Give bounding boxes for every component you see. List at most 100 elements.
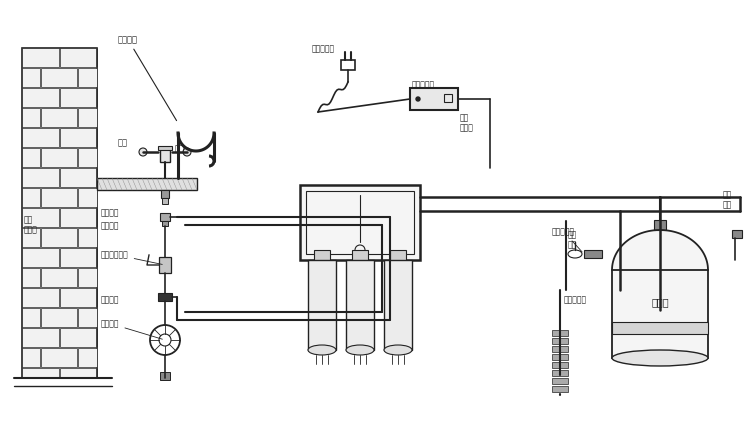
Text: 接储
水口: 接储 水口 — [723, 190, 732, 209]
Bar — [40, 148, 77, 167]
Bar — [552, 370, 568, 376]
Bar — [59, 328, 96, 347]
Bar — [40, 308, 77, 327]
Bar — [612, 270, 708, 358]
Text: 接电
器插口: 接电 器插口 — [460, 113, 474, 132]
Text: 银色: 银色 — [118, 138, 128, 147]
Text: 接拧水口: 接拧水口 — [101, 208, 119, 217]
Ellipse shape — [308, 345, 336, 355]
Bar — [22, 48, 58, 67]
Bar — [59, 288, 96, 307]
Bar — [158, 293, 172, 301]
Bar — [654, 220, 666, 230]
Bar — [552, 330, 568, 336]
Bar — [22, 88, 58, 107]
Bar — [22, 228, 40, 247]
Bar — [22, 328, 58, 347]
Bar — [78, 148, 97, 167]
Bar — [22, 348, 40, 367]
Bar — [341, 60, 355, 70]
Bar — [300, 185, 420, 260]
Bar — [162, 198, 168, 204]
Bar — [158, 146, 172, 150]
Bar — [22, 48, 97, 378]
Bar — [162, 221, 168, 226]
Bar — [306, 191, 414, 254]
Bar — [552, 386, 568, 392]
Text: 冷水角阀: 冷水角阀 — [101, 319, 162, 339]
Circle shape — [183, 148, 191, 156]
Bar — [78, 188, 97, 207]
Bar — [40, 228, 77, 247]
Bar — [160, 372, 170, 380]
Bar — [584, 250, 602, 258]
Bar — [352, 250, 368, 262]
Bar — [59, 368, 96, 378]
Bar — [552, 378, 568, 384]
Bar — [22, 108, 40, 127]
Bar — [160, 148, 170, 162]
Bar — [444, 94, 452, 102]
Bar — [552, 354, 568, 360]
Bar — [384, 260, 412, 350]
Bar — [40, 348, 77, 367]
Bar — [78, 348, 97, 367]
Bar — [732, 230, 742, 238]
Bar — [40, 188, 77, 207]
Text: 储水桶: 储水桶 — [651, 297, 669, 307]
Bar — [59, 128, 96, 147]
Bar — [40, 108, 77, 127]
Bar — [59, 168, 96, 187]
Bar — [78, 228, 97, 247]
Text: 接电源插座: 接电源插座 — [311, 44, 334, 53]
Bar — [22, 288, 58, 307]
Text: 鹅颈龙头: 鹅颈龙头 — [118, 35, 176, 121]
Bar — [552, 362, 568, 368]
Circle shape — [416, 97, 420, 101]
Text: 三通进水球阀: 三通进水球阀 — [101, 250, 162, 264]
Text: 接净水口: 接净水口 — [101, 221, 119, 230]
Polygon shape — [612, 230, 708, 270]
Bar — [612, 322, 708, 334]
Text: 接冲
洗口: 接冲 洗口 — [568, 230, 578, 250]
Text: 储水桶球阀: 储水桶球阀 — [552, 227, 582, 252]
Bar — [160, 213, 170, 221]
Ellipse shape — [612, 350, 708, 366]
Bar — [97, 178, 197, 190]
Bar — [22, 248, 58, 267]
Bar — [22, 68, 40, 87]
Bar — [161, 190, 169, 198]
Bar — [552, 338, 568, 344]
Text: 接进水口: 接进水口 — [101, 295, 119, 304]
Bar — [22, 208, 58, 227]
Bar — [78, 108, 97, 127]
Bar — [59, 208, 96, 227]
Bar — [22, 268, 40, 287]
Bar — [159, 257, 171, 273]
Bar — [22, 368, 58, 378]
Bar — [390, 250, 406, 262]
Bar — [22, 308, 40, 327]
Bar — [410, 88, 458, 110]
Bar — [40, 68, 77, 87]
Bar — [78, 268, 97, 287]
Bar — [59, 88, 96, 107]
Text: 接其
它龙头: 接其 它龙头 — [24, 215, 38, 234]
Bar — [78, 68, 97, 87]
Text: 下水道排水: 下水道排水 — [564, 295, 587, 304]
Bar — [314, 250, 330, 262]
Bar — [59, 248, 96, 267]
Bar — [22, 168, 58, 187]
Bar — [40, 268, 77, 287]
Ellipse shape — [384, 345, 412, 355]
Ellipse shape — [346, 345, 374, 355]
Bar — [59, 48, 96, 67]
Bar — [22, 188, 40, 207]
Circle shape — [139, 148, 147, 156]
Bar — [22, 148, 40, 167]
Bar — [552, 346, 568, 352]
Bar — [308, 260, 336, 350]
Text: 金色: 金色 — [175, 144, 185, 153]
Bar — [346, 260, 374, 350]
Bar — [78, 308, 97, 327]
